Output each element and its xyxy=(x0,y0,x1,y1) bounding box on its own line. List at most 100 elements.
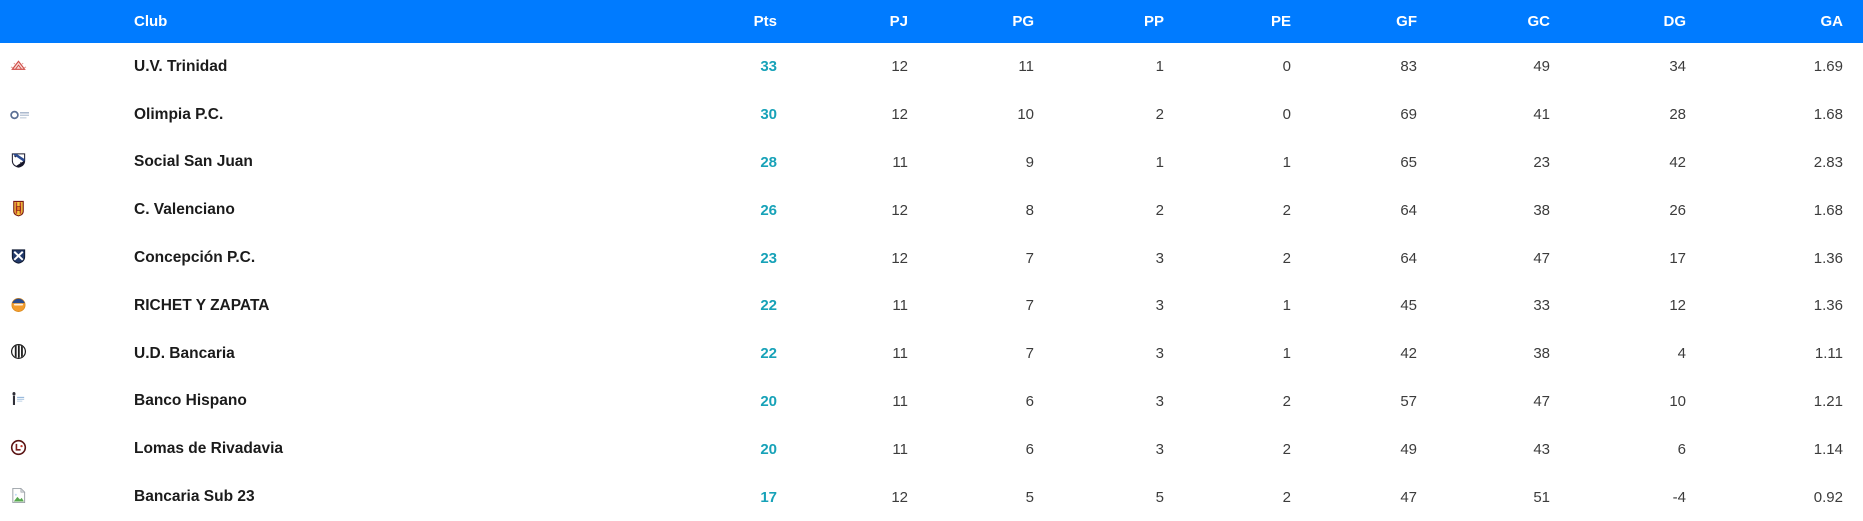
played-cell: 11 xyxy=(797,425,928,474)
goals-for-cell: 83 xyxy=(1311,43,1437,91)
column-header-pp: PP xyxy=(1054,0,1184,43)
richet-y-zapata-logo-icon xyxy=(10,295,32,313)
goals-against-cell: 51 xyxy=(1437,473,1570,521)
drawn-cell: 2 xyxy=(1184,425,1311,474)
goal-diff-cell: 4 xyxy=(1570,329,1706,378)
goals-for-cell: 64 xyxy=(1311,234,1437,282)
table-row: U.V. Trinidad 33 12 11 1 0 83 49 34 1.69 xyxy=(0,43,1863,91)
goals-for-cell: 47 xyxy=(1311,473,1437,521)
won-cell: 6 xyxy=(928,425,1054,474)
lomas-de-rivadavia-logo-icon xyxy=(10,439,32,457)
club-name: Banco Hispano xyxy=(110,377,657,426)
points-cell: 17 xyxy=(657,473,797,521)
points-cell: 20 xyxy=(657,425,797,474)
column-header-gc: GC xyxy=(1437,0,1570,43)
lost-cell: 2 xyxy=(1054,186,1184,235)
club-name: U.V. Trinidad xyxy=(110,43,657,91)
lost-cell: 3 xyxy=(1054,377,1184,426)
won-cell: 5 xyxy=(928,473,1054,521)
table-row: Social San Juan 28 11 9 1 1 65 23 42 2.8… xyxy=(0,138,1863,187)
table-row: RICHET Y ZAPATA 22 11 7 3 1 45 33 12 1.3… xyxy=(0,281,1863,330)
lost-cell: 3 xyxy=(1054,234,1184,282)
goal-average-cell: 1.11 xyxy=(1706,329,1863,378)
goals-for-cell: 42 xyxy=(1311,329,1437,378)
goals-for-cell: 65 xyxy=(1311,138,1437,187)
won-cell: 7 xyxy=(928,281,1054,330)
header-row: Club Pts PJ PG PP PE GF GC DG GA xyxy=(0,0,1863,43)
goal-diff-cell: -4 xyxy=(1570,473,1706,521)
column-header-club: Club xyxy=(110,0,657,43)
goal-diff-cell: 28 xyxy=(1570,90,1706,139)
drawn-cell: 2 xyxy=(1184,473,1311,521)
goal-diff-cell: 42 xyxy=(1570,138,1706,187)
uv-trinidad-logo-icon xyxy=(10,56,32,74)
lost-cell: 1 xyxy=(1054,138,1184,187)
goal-diff-cell: 26 xyxy=(1570,186,1706,235)
goals-for-cell: 69 xyxy=(1311,90,1437,139)
column-header-pts: Pts xyxy=(657,0,797,43)
won-cell: 7 xyxy=(928,234,1054,282)
lost-cell: 2 xyxy=(1054,90,1184,139)
played-cell: 12 xyxy=(797,186,928,235)
points-cell: 20 xyxy=(657,377,797,426)
points-cell: 22 xyxy=(657,281,797,330)
points-cell: 23 xyxy=(657,234,797,282)
valenciano-logo-icon xyxy=(10,200,32,218)
played-cell: 12 xyxy=(797,473,928,521)
played-cell: 12 xyxy=(797,90,928,139)
column-header-pj: PJ xyxy=(797,0,928,43)
banco-hispano-logo-icon xyxy=(10,391,32,409)
table-row: Lomas de Rivadavia 20 11 6 3 2 49 43 6 1… xyxy=(0,425,1863,474)
olimpia-logo-icon xyxy=(10,106,32,124)
club-name: C. Valenciano xyxy=(110,186,657,235)
points-cell: 26 xyxy=(657,186,797,235)
goal-average-cell: 1.14 xyxy=(1706,425,1863,474)
table-row: U.D. Bancaria 22 11 7 3 1 42 38 4 1.11 xyxy=(0,329,1863,378)
club-name: Bancaria Sub 23 xyxy=(110,473,657,521)
drawn-cell: 2 xyxy=(1184,186,1311,235)
column-header-dg: DG xyxy=(1570,0,1706,43)
drawn-cell: 2 xyxy=(1184,234,1311,282)
broken-image-icon xyxy=(10,486,32,504)
played-cell: 11 xyxy=(797,281,928,330)
club-name: U.D. Bancaria xyxy=(110,329,657,378)
points-cell: 33 xyxy=(657,43,797,91)
goals-against-cell: 38 xyxy=(1437,329,1570,378)
goal-average-cell: 0.92 xyxy=(1706,473,1863,521)
social-san-juan-logo-icon xyxy=(10,152,32,170)
concepcion-logo-icon xyxy=(10,247,32,265)
standings-body: U.V. Trinidad 33 12 11 1 0 83 49 34 1.69… xyxy=(0,43,1863,521)
drawn-cell: 1 xyxy=(1184,138,1311,187)
goal-diff-cell: 12 xyxy=(1570,281,1706,330)
won-cell: 8 xyxy=(928,186,1054,235)
goals-against-cell: 47 xyxy=(1437,234,1570,282)
club-name: Lomas de Rivadavia xyxy=(110,425,657,474)
won-cell: 11 xyxy=(928,43,1054,91)
played-cell: 11 xyxy=(797,138,928,187)
club-name: Concepción P.C. xyxy=(110,234,657,282)
goals-against-cell: 43 xyxy=(1437,425,1570,474)
club-name: Social San Juan xyxy=(110,138,657,187)
table-row: Olimpia P.C. 30 12 10 2 0 69 41 28 1.68 xyxy=(0,90,1863,139)
goal-diff-cell: 17 xyxy=(1570,234,1706,282)
points-cell: 30 xyxy=(657,90,797,139)
goal-diff-cell: 34 xyxy=(1570,43,1706,91)
goal-average-cell: 1.36 xyxy=(1706,281,1863,330)
column-header-gf: GF xyxy=(1311,0,1437,43)
goals-against-cell: 49 xyxy=(1437,43,1570,91)
column-header-logo xyxy=(0,0,110,43)
won-cell: 7 xyxy=(928,329,1054,378)
goal-average-cell: 1.68 xyxy=(1706,186,1863,235)
column-header-pg: PG xyxy=(928,0,1054,43)
goals-for-cell: 64 xyxy=(1311,186,1437,235)
club-name: Olimpia P.C. xyxy=(110,90,657,139)
points-cell: 22 xyxy=(657,329,797,378)
played-cell: 12 xyxy=(797,43,928,91)
goal-average-cell: 1.21 xyxy=(1706,377,1863,426)
goals-against-cell: 33 xyxy=(1437,281,1570,330)
drawn-cell: 1 xyxy=(1184,329,1311,378)
table-row: Concepción P.C. 23 12 7 3 2 64 47 17 1.3… xyxy=(0,234,1863,282)
won-cell: 6 xyxy=(928,377,1054,426)
lost-cell: 5 xyxy=(1054,473,1184,521)
